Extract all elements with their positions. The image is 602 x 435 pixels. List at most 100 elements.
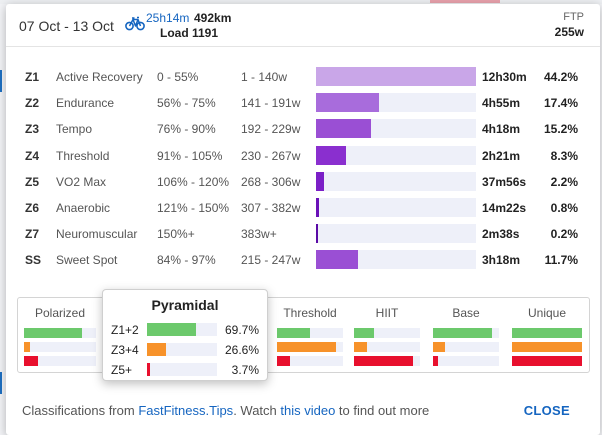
zone-bar-track [316,119,476,139]
zone-watts-range: 307 - 382w [241,201,301,215]
classification-bar [512,342,582,352]
tooltip-bar-fill [147,343,166,356]
classification-bar-fill [354,356,414,366]
classification-label: Threshold [283,306,337,320]
classification-bar [433,356,499,366]
classification-bar [24,342,96,352]
zone-time: 37m56s [482,174,527,189]
zone-code: Z1 [25,70,40,84]
close-button[interactable]: CLOSE [523,403,570,418]
zone-code: Z5 [25,174,40,189]
tooltip-row: Z5+ 3.7% [103,361,267,379]
classification-base[interactable]: Base [429,298,503,372]
zone-bar-track [316,67,476,86]
zone-time: 2h21m [482,148,521,163]
zone-row: Z7 Neuromuscular 150%+ 383w+ 2m38s 0.2% [6,223,600,245]
zone-row: Z6 Anaerobic 121% - 150% 307 - 382w 14m22s 0.… [6,197,600,219]
ftp-label: FTP [563,11,584,23]
zone-percent-range: 150%+ [157,227,195,242]
background-strip [0,0,602,4]
zone-watts-range: 268 - 306w [241,174,301,189]
zone-watts-range: 215 - 247w [241,253,301,268]
training-load: Load 1191 [160,26,219,40]
classification-bar-fill [512,356,582,366]
zone-time: 2m38s [482,227,520,242]
zone-watts-range: 383w+ [241,227,277,242]
classification-bar-fill [433,328,493,338]
classification-bar-fill [512,342,582,352]
total-duration: 25h14m [146,11,190,25]
classification-hiit[interactable]: HIIT [350,298,424,372]
classification-label: Base [452,306,480,320]
tooltip-row-value: 69.7% [224,323,259,337]
zone-watts-range: 1 - 140w [241,70,288,84]
zone-percent-range: 106% - 120% [157,174,230,189]
zone-name: Sweet Spot [56,253,118,268]
zone-bar-fill [316,198,319,217]
classification-polarized[interactable]: Polarized [20,298,100,372]
classification-bar [277,342,343,352]
classification-bar [433,328,499,338]
zone-code: SS [25,253,42,268]
tooltip-row-label: Z1+2 [111,323,139,337]
zone-bar-track [316,198,476,217]
classification-bar-fill [433,356,439,366]
zone-row: Z1 Active Recovery 0 - 55% 1 - 140w 12h30m 44… [6,66,600,88]
classification-tooltip: Pyramidal Z1+2 69.7% Z3+4 26.6% Z5+ 3.7% [102,289,268,381]
date-range: 07 Oct - 13 Oct [19,18,114,34]
zone-watts-range: 230 - 267w [241,148,301,163]
zone-percentage: 44.2% [543,70,578,84]
zone-percentage: 11.7% [544,253,578,268]
zone-bar-fill [316,145,346,165]
classification-bar-fill [512,328,582,338]
classification-bar [24,328,96,338]
classification-bar [433,342,499,352]
total-distance: 492km [194,11,232,25]
classification-bar-fill [354,342,368,352]
bicycle-icon [125,16,145,31]
zone-code: Z2 [25,96,40,111]
zone-watts-range: 192 - 229w [241,122,301,137]
classification-bar [277,356,343,366]
zone-bar-fill [316,250,358,270]
classification-bar [354,342,420,352]
classification-bar-fill [277,356,291,366]
zone-name: Endurance [56,96,115,111]
zone-name: VO2 Max [56,174,107,189]
background-red-fragment [430,0,500,3]
classification-bar [512,356,582,366]
zone-bar-track [316,171,476,191]
video-link[interactable]: this video [280,403,336,418]
classification-bar-fill [24,342,30,352]
fastfitness-link[interactable]: FastFitness.Tips [138,403,234,418]
zone-percent-range: 56% - 75% [157,96,216,111]
zone-bar-fill [316,67,476,86]
classification-label: Polarized [34,306,86,320]
dialog-header: 07 Oct - 13 Oct 25h14m 492km Load 1191 F… [6,4,600,47]
zone-code: Z3 [25,122,40,137]
classification-bar-fill [24,328,82,338]
classification-bar [24,356,96,366]
zone-bar-track [316,93,476,113]
classification-unique[interactable]: Unique [508,298,586,372]
zone-bar-track [316,250,476,270]
classification-bar-fill [24,356,39,366]
classification-bar-fill [277,328,310,338]
zone-bar-track [316,224,476,244]
background-marker [0,372,2,394]
tooltip-row: Z1+2 69.7% [103,321,267,339]
zone-percentage: 15.2% [543,122,578,137]
tooltip-row-value: 3.7% [231,363,259,377]
zone-percent-range: 0 - 55% [157,70,199,84]
tooltip-bar-track [147,323,217,336]
classification-bar-fill [433,342,445,352]
zone-time: 4h18m [482,122,521,137]
zone-name: Active Recovery [56,70,143,84]
zone-percentage: 17.4% [543,96,578,111]
classification-bar [512,328,582,338]
tooltip-bar-track [147,363,217,376]
zone-bar-fill [316,171,324,191]
tooltip-row: Z3+4 26.6% [103,341,267,359]
zone-name: Anaerobic [56,201,111,215]
classification-threshold[interactable]: Threshold [273,298,347,372]
